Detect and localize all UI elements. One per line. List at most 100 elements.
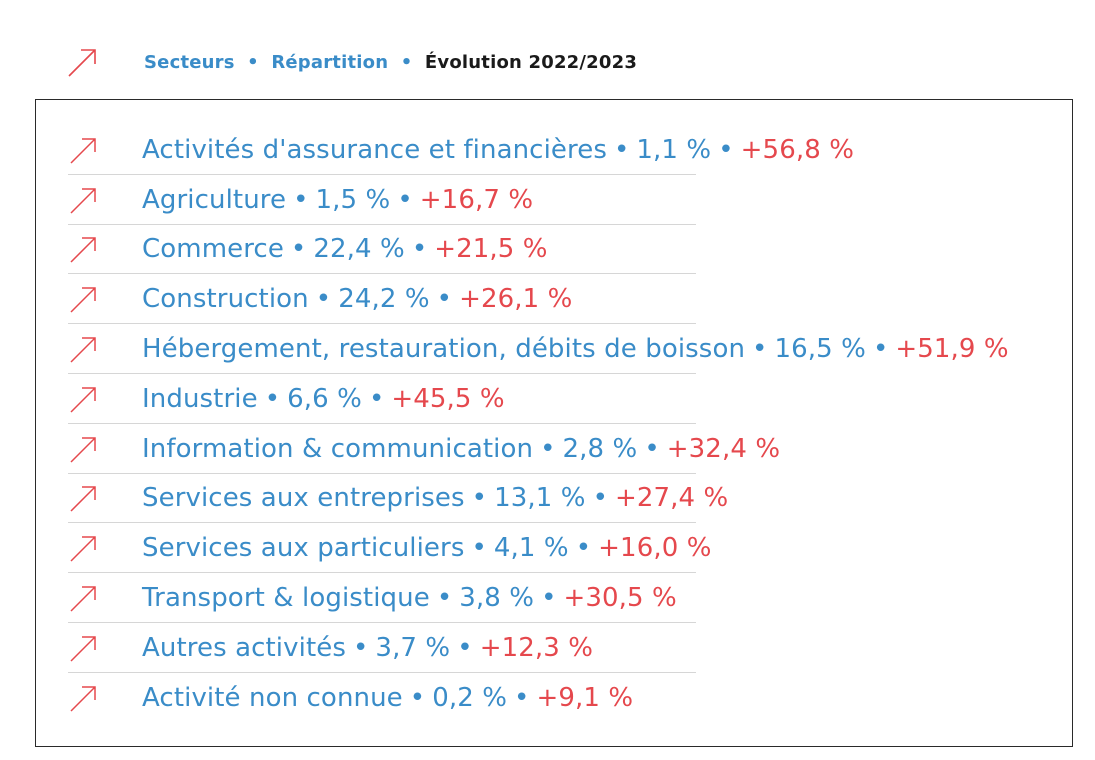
separator: •: [397, 184, 413, 215]
sector-row: Services aux particuliers • 4,1 % • +16,0 %: [68, 523, 1009, 574]
sector-change: +45,5 %: [391, 383, 505, 414]
sector-change: +16,0 %: [598, 533, 712, 564]
sector-name: Industrie: [142, 383, 258, 414]
sector-share: 16,5 %: [774, 334, 866, 365]
sector-name: Construction: [142, 284, 309, 315]
sector-row: Services aux entreprises • 13,1 % • +27,4 %: [68, 474, 1009, 524]
sector-text: Services aux particuliers • 4,1 % • +16,0 %: [142, 533, 712, 563]
sector-row: Activités d'assurance et financières • 1,1…: [68, 125, 1009, 175]
sector-row: Transport & logistique • 3,8 % • +30,5 %: [68, 573, 1009, 623]
separator: •: [644, 433, 660, 464]
row-divider: [68, 422, 696, 424]
sector-name: Transport & logistique: [142, 583, 430, 614]
separator: •: [293, 184, 309, 215]
sector-text: Activités d'assurance et financières • 1,1…: [142, 135, 854, 165]
sector-row: Hébergement, restauration, débits de boi…: [68, 324, 1009, 374]
trend-up-arrow-icon: [70, 337, 96, 363]
separator: •: [718, 134, 734, 165]
sector-name: Information & communication: [142, 433, 534, 464]
row-divider: [68, 472, 696, 474]
sector-text: Autres activités • 3,7 % • +12,3 %: [142, 633, 593, 663]
sector-share: 4,1 %: [493, 533, 569, 564]
sector-list: Activités d'assurance et financières • 1,1…: [68, 125, 1009, 723]
row-divider: [68, 323, 696, 325]
sector-row: Agriculture • 1,5 % • +16,7 %: [68, 175, 1009, 225]
separator: •: [457, 632, 473, 663]
sector-row: Industrie • 6,6 % • +45,5 %: [68, 374, 1009, 424]
separator: •: [315, 284, 332, 315]
sector-name: Autres activités: [142, 632, 346, 663]
separator: •: [575, 533, 592, 564]
breadcrumb: Secteurs • Répartition • Évolution 2022/…: [144, 52, 637, 73]
row-divider: [68, 372, 696, 374]
sector-change: +30,5 %: [563, 583, 677, 614]
sector-name: Hébergement, restauration, débits de boi…: [142, 334, 746, 365]
sector-change: +9,1 %: [536, 682, 634, 713]
row-divider: [68, 621, 696, 623]
separator: •: [352, 632, 369, 663]
row-divider: [68, 173, 696, 175]
sector-text: Services aux entreprises • 13,1 % • +27,4 %: [142, 483, 728, 513]
separator: •: [290, 234, 307, 265]
sector-text: Activité non connue • 0,2 % • +9,1 %: [142, 683, 633, 713]
sector-text: Industrie • 6,6 % • +45,5 %: [142, 384, 505, 414]
page-header: Secteurs • Répartition • Évolution 2022/…: [66, 42, 637, 82]
sector-change: +56,8 %: [740, 134, 855, 165]
trend-up-arrow-icon: [70, 138, 96, 164]
separator: •: [264, 383, 281, 414]
sector-text: Information & communication • 2,8 % • +32,4 …: [142, 434, 780, 464]
sector-share: 1,1 %: [636, 134, 712, 165]
sector-share: 22,4 %: [313, 234, 405, 265]
row-divider: [68, 572, 696, 574]
sector-row: Autres activités • 3,7 % • +12,3 %: [68, 623, 1009, 673]
sector-change: +51,9 %: [895, 334, 1009, 365]
sector-row: Activité non connue • 0,2 % • +9,1 %: [68, 673, 1009, 723]
row-divider: [68, 522, 696, 524]
sector-text: Transport & logistique • 3,8 % • +30,5 %: [142, 583, 677, 613]
row-divider: [68, 671, 696, 673]
separator: •: [368, 383, 385, 414]
sector-text: Hébergement, restauration, débits de boi…: [142, 334, 1009, 364]
sector-share: 0,2 %: [432, 682, 508, 713]
separator: •: [471, 533, 487, 564]
breadcrumb-secteurs[interactable]: Secteurs: [144, 51, 235, 73]
trend-up-arrow-icon: [70, 187, 96, 214]
sector-change: +26,1 %: [459, 284, 573, 315]
trend-up-arrow-icon: [70, 436, 96, 463]
separator: •: [592, 483, 608, 514]
sector-text: Construction • 24,2 % • +26,1 %: [142, 284, 572, 314]
separator: •: [514, 682, 530, 713]
sector-share: 3,8 %: [459, 583, 535, 614]
trend-up-arrow-icon: [70, 536, 96, 562]
sector-change: +27,4 %: [615, 483, 729, 514]
sector-share: 1,5 %: [315, 184, 391, 215]
sector-change: +21,5 %: [434, 234, 548, 265]
separator: •: [411, 234, 428, 265]
sector-row: Commerce • 22,4 % • +21,5 %: [68, 225, 1009, 275]
sector-change: +32,4 %: [666, 433, 781, 464]
row-divider: [68, 223, 696, 225]
separator: •: [436, 583, 453, 614]
sector-share: 6,6 %: [287, 383, 362, 414]
breadcrumb-separator: •: [247, 51, 259, 73]
breadcrumb-repartition[interactable]: Répartition: [271, 51, 389, 73]
separator: •: [541, 583, 557, 614]
breadcrumb-evolution-current: Évolution 2022/2023: [424, 51, 638, 73]
separator: •: [471, 483, 488, 514]
sector-share: 24,2 %: [338, 284, 430, 315]
separator: •: [540, 433, 556, 464]
trend-up-arrow-icon: [70, 685, 96, 712]
sector-share: 3,7 %: [375, 632, 451, 663]
sector-change: +12,3 %: [479, 632, 594, 663]
sector-name: Activité non connue: [142, 682, 403, 713]
sector-text: Agriculture • 1,5 % • +16,7 %: [142, 185, 533, 215]
sector-name: Activités d'assurance et financières: [142, 134, 607, 165]
sector-name: Agriculture: [142, 184, 287, 215]
trend-up-arrow-icon: [70, 387, 96, 413]
row-divider: [68, 273, 696, 275]
separator: •: [436, 284, 453, 315]
breadcrumb-separator: •: [400, 51, 413, 73]
sector-row: Construction • 24,2 % • +26,1 %: [68, 274, 1009, 325]
sector-row: Information & communication • 2,8 % • +32,4 …: [68, 424, 1009, 474]
sector-share: 2,8 %: [562, 433, 638, 464]
